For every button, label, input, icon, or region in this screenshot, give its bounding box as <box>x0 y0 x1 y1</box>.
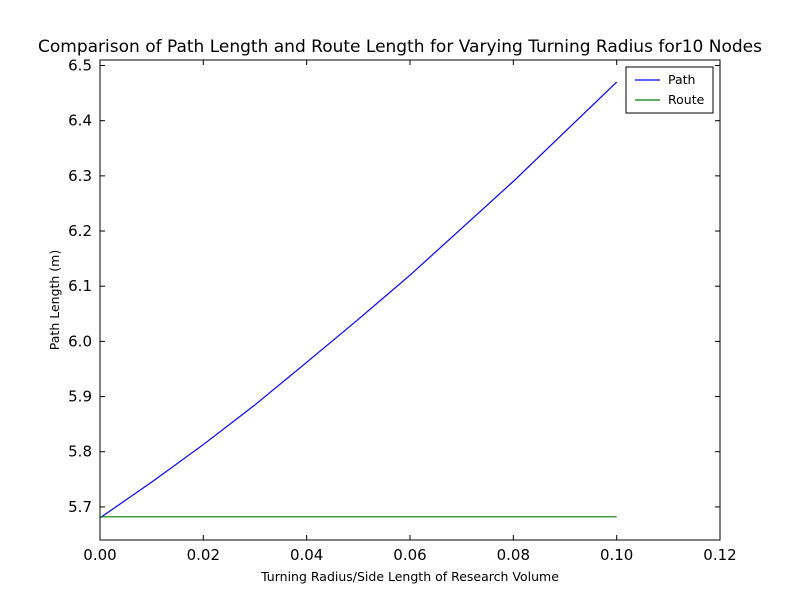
x-tick-label: 0.02 <box>187 546 220 564</box>
x-axis-label: Turning Radius/Side Length of Research V… <box>260 569 559 584</box>
y-tick-label: 6.0 <box>68 332 92 350</box>
x-tick-label: 0.12 <box>703 546 736 564</box>
y-tick-label: 5.8 <box>68 443 92 461</box>
legend-box <box>625 66 714 114</box>
y-tick-label: 6.4 <box>68 112 92 130</box>
x-tick-label: 0.00 <box>83 546 116 564</box>
y-tick-label: 6.5 <box>68 57 92 75</box>
legend: Path Route <box>625 66 714 114</box>
x-tick-label: 0.06 <box>393 546 426 564</box>
x-tick-label: 0.04 <box>290 546 323 564</box>
legend-label-route: Route <box>668 92 705 107</box>
y-tick-label: 5.7 <box>68 498 92 516</box>
y-tick-label: 6.2 <box>68 222 92 240</box>
y-tick-label: 5.9 <box>68 388 92 406</box>
series-layer <box>99 81 618 519</box>
series-line-path <box>99 81 618 519</box>
x-tick-label: 0.08 <box>497 546 530 564</box>
chart-title: Comparison of Path Length and Route Leng… <box>38 37 762 57</box>
legend-label-path: Path <box>668 72 695 87</box>
plot-area <box>99 59 721 541</box>
y-tick-label: 6.3 <box>68 167 92 185</box>
x-axis: 0.00 0.02 0.04 0.06 0.08 0.10 0.12 <box>83 60 737 564</box>
y-tick-label: 6.1 <box>68 277 92 295</box>
y-axis-label: Path Length (m) <box>47 250 62 350</box>
x-tick-label: 0.10 <box>600 546 633 564</box>
y-axis: 5.7 5.8 5.9 6.0 6.1 6.2 6.3 6.4 6.5 <box>68 57 720 516</box>
